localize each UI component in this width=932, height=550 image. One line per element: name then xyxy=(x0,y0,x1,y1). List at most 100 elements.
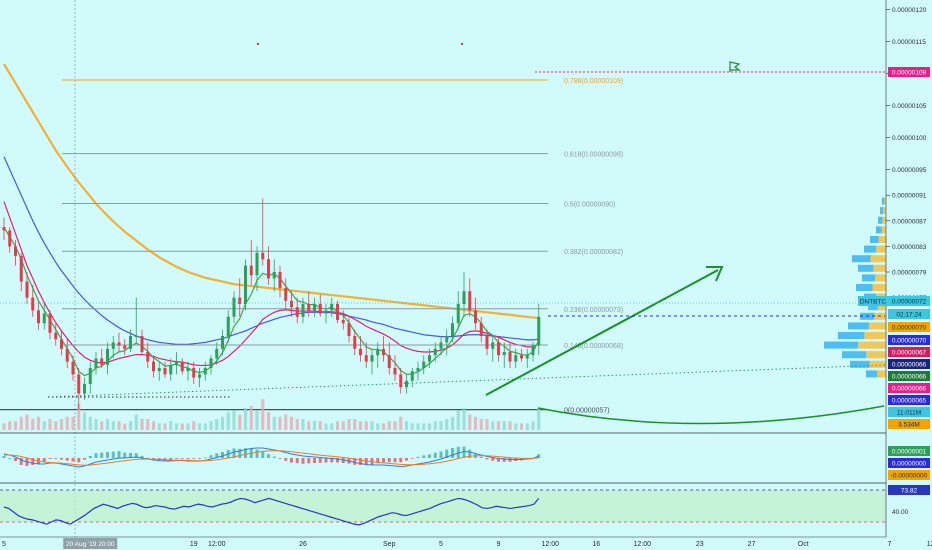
moving-average-line xyxy=(3,226,540,377)
macd-histogram-bar xyxy=(433,452,437,458)
macd-histogram-bar xyxy=(353,458,357,465)
volume-bar xyxy=(496,421,501,430)
price-badge-box xyxy=(888,309,930,319)
price-axis-background xyxy=(886,0,932,537)
macd-histogram-bar xyxy=(376,458,380,464)
candle xyxy=(531,342,535,362)
price-badge-text: 0.00000066 xyxy=(892,374,927,381)
candles xyxy=(2,198,541,410)
volume-profile-bar xyxy=(824,341,859,349)
macd-histogram-bar xyxy=(123,452,127,458)
volume-profile-bar xyxy=(870,255,886,263)
volume-bar xyxy=(94,419,98,430)
candle xyxy=(399,368,403,394)
price-badge: 0.00000066 xyxy=(888,371,930,381)
candle-body xyxy=(226,316,230,336)
candle xyxy=(244,259,247,311)
fib-level-label: 0.148(0.00000068) xyxy=(564,343,623,350)
candle-body xyxy=(249,265,253,276)
candle-body xyxy=(209,358,213,368)
macd-histogram-bar xyxy=(94,453,98,458)
price-badge: 02:17:24 xyxy=(888,309,930,319)
volume-profile-bar xyxy=(873,264,886,272)
price-badge: 3.534M xyxy=(888,419,930,429)
macd-histogram-bar xyxy=(169,458,173,460)
volume-bar xyxy=(128,421,133,430)
candle xyxy=(209,355,213,375)
candle-body xyxy=(422,361,426,368)
macd-histogram-bar xyxy=(502,458,506,462)
rsi-pane[interactable] xyxy=(0,489,886,526)
trend-arrow[interactable] xyxy=(485,269,719,396)
candle xyxy=(497,336,500,362)
candle-body xyxy=(180,361,184,372)
macd-histogram-bar xyxy=(19,458,23,465)
volume-bar xyxy=(36,416,41,430)
volume-profile-bar xyxy=(868,322,886,330)
flag-icon[interactable] xyxy=(729,61,741,72)
volume-bar xyxy=(353,419,357,430)
macd-histogram-bar xyxy=(140,455,144,458)
volume-bar xyxy=(134,414,138,430)
candle xyxy=(94,352,98,375)
main-pane[interactable]: 0.786(0.00000109) 0.618(0.00000098) 0.5(0.… xyxy=(0,0,886,537)
candle xyxy=(347,316,351,343)
volume-bar xyxy=(502,421,506,430)
curve-arrow[interactable] xyxy=(537,405,885,425)
macd-histogram-bar xyxy=(244,448,247,458)
candle xyxy=(324,304,328,324)
price-badge-text: 0.00000066 xyxy=(892,386,927,393)
macd-histogram-bar xyxy=(42,458,46,462)
candle xyxy=(456,291,460,330)
candle-body xyxy=(157,368,161,372)
macd-histogram-bar xyxy=(106,452,109,458)
volume-profile-bar xyxy=(878,236,886,243)
candle xyxy=(261,198,265,266)
candle xyxy=(272,259,276,292)
candle xyxy=(290,291,293,317)
volume-profile-bar xyxy=(883,207,886,215)
volume-bar xyxy=(42,421,46,430)
volume-bar xyxy=(88,416,92,430)
candle-body xyxy=(376,348,380,356)
macd-pane[interactable] xyxy=(2,446,541,468)
candle-body xyxy=(433,348,437,356)
candle-body xyxy=(8,230,12,247)
candle-body xyxy=(60,339,63,349)
candle xyxy=(313,297,316,317)
volume-bar xyxy=(243,408,248,430)
price-badge-text: 11.011M xyxy=(897,410,921,417)
price-axis[interactable]: 0.000001200.000001150.000001100.00000105… xyxy=(885,0,932,537)
price-badge: 11.011M xyxy=(888,407,930,417)
candle-body xyxy=(468,291,472,311)
candle xyxy=(336,300,339,324)
macd-histogram-bar xyxy=(272,456,276,458)
candle xyxy=(77,368,81,410)
macd-histogram-bar xyxy=(60,458,63,460)
volume-bar xyxy=(410,423,414,430)
candle-body xyxy=(163,368,167,375)
volume-bar xyxy=(8,421,12,430)
macd-histogram-bar xyxy=(203,457,207,459)
candle-body xyxy=(479,323,483,336)
candle xyxy=(267,246,270,285)
candle xyxy=(301,297,305,324)
volume-bar xyxy=(514,423,518,430)
candle-body xyxy=(129,336,132,349)
candle-body xyxy=(2,227,6,231)
time-tick-label: 12:00 xyxy=(541,541,559,548)
volume-bar xyxy=(284,414,288,430)
candle xyxy=(83,377,86,400)
price-badges: 0.00000109 DNTBTC 0.00000072 02:17:24 0.0000… xyxy=(858,67,930,516)
moving-average-line xyxy=(3,63,539,320)
macd-histogram-bar xyxy=(232,448,236,458)
volume-profile-bar xyxy=(877,303,886,311)
time-tick-label: 12:00 xyxy=(208,541,226,548)
volume-bar xyxy=(531,421,535,430)
macd-histogram-bar xyxy=(267,454,270,458)
macd-histogram-bar xyxy=(485,458,489,460)
macd-histogram-bar xyxy=(330,458,334,463)
candle-body xyxy=(341,320,345,324)
volume-bar xyxy=(2,423,6,430)
time-axis[interactable]: 5121912:0026Sep5912:001612:002327Oct712:… xyxy=(0,536,932,549)
